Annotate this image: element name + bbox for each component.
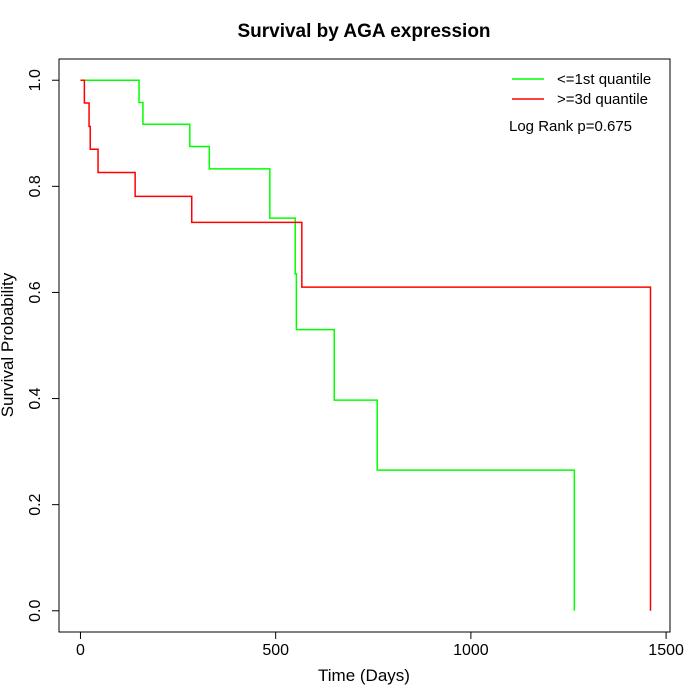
chart-title: Survival by AGA expression (237, 21, 490, 42)
x-tick-label: 500 (262, 642, 289, 659)
x-tick-label: 1000 (453, 642, 489, 659)
y-axis: 0.0 0.2 0.4 0.6 0.8 1.0 (27, 69, 60, 622)
x-tick-label: 0 (76, 642, 85, 659)
legend-label: >=3d quantile (557, 91, 648, 108)
x-tick-label: 1500 (648, 642, 684, 659)
y-tick-label: 0.4 (27, 387, 44, 409)
x-axis-label: Time (Days) (318, 666, 410, 685)
legend-label: <=1st quantile (557, 71, 651, 88)
y-tick-label: 1.0 (27, 69, 44, 91)
x-axis: 0 500 1000 1500 (76, 631, 684, 659)
series-layer (80, 79, 652, 611)
survival-curve-2 (80, 79, 652, 611)
y-axis-label: Survival Probability (0, 272, 17, 417)
y-tick-label: 0.0 (27, 600, 44, 622)
survival-curve-1 (80, 79, 576, 611)
y-tick-label: 0.2 (27, 493, 44, 515)
legend: <=1st quantile >=3d quantile (512, 71, 651, 108)
plot-frame (58, 58, 671, 633)
y-tick-label: 0.6 (27, 281, 44, 303)
y-tick-label: 0.8 (27, 175, 44, 197)
log-rank-annotation: Log Rank p=0.675 (509, 118, 632, 135)
